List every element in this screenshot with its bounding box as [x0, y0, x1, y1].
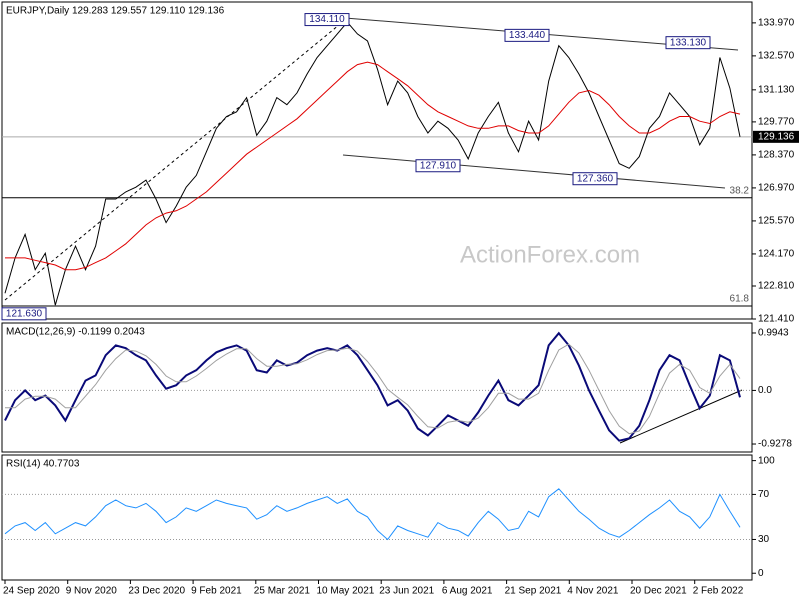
series-line: [5, 61, 741, 271]
level-box: [304, 13, 350, 27]
panel: [1, 322, 753, 453]
panel-title: EURJPY,Daily 129.283 129.557 129.110 129…: [6, 6, 225, 17]
y-tick-label: 124.170: [758, 249, 795, 260]
x-tick-label: 2 Feb 2022: [693, 586, 744, 597]
series-line: [5, 343, 741, 435]
level-label: 133.130: [670, 37, 707, 48]
x-tick-label: 21 Sep 2021: [505, 586, 562, 597]
y-tick-label: 30: [758, 534, 770, 545]
x-tick-label: 4 Nov 2021: [567, 586, 619, 597]
level-label: 121.630: [6, 308, 43, 319]
x-tick-label: 24 Sep 2020: [3, 586, 60, 597]
panel-title: MACD(12,26,9) -0.1199 0.2043: [6, 327, 145, 338]
watermark: ActionForex.com: [460, 241, 640, 268]
y-tick-label: 0: [758, 568, 764, 579]
x-tick-label: 9 Feb 2021: [191, 586, 242, 597]
x-tick-label: 23 Jun 2021: [379, 586, 434, 597]
level-box: [572, 172, 618, 186]
series-line: [4, 488, 741, 541]
series-line: [4, 21, 741, 306]
x-tick-label: 9 Nov 2020: [66, 586, 118, 597]
y-tick-label: -0.9278: [758, 439, 792, 450]
y-tick-label: 129.770: [758, 117, 795, 128]
level-box: [415, 159, 461, 173]
panel-title: RSI(14) 40.7703: [6, 459, 80, 470]
y-tick-label: 70: [758, 489, 770, 500]
level-box: [665, 36, 711, 50]
level-label: 133.440: [509, 30, 546, 41]
level-box: [504, 28, 550, 42]
y-tick-label: 121.410: [758, 314, 795, 325]
panel: [1, 454, 753, 581]
panel: [1, 1, 753, 320]
fib-label: 61.8: [730, 294, 750, 305]
level-box: [1, 307, 47, 321]
level-label: 127.910: [420, 160, 457, 171]
x-tick-label: 23 Dec 2020: [128, 586, 185, 597]
y-tick-label: 133.970: [758, 18, 795, 29]
y-tick-label: 125.570: [758, 216, 795, 227]
channel-line: [342, 154, 726, 189]
trend-line: [4, 19, 346, 301]
x-tick-label: 20 Dec 2021: [630, 586, 687, 597]
y-tick-label: 100: [758, 455, 775, 466]
last-price-label: 129.136: [758, 131, 795, 142]
level-label: 127.360: [577, 173, 614, 184]
y-tick-label: 132.570: [758, 51, 795, 62]
series-line: [4, 331, 741, 442]
y-tick-label: 0.9943: [758, 328, 789, 339]
x-tick-label: 10 May 2021: [317, 586, 375, 597]
y-tick-label: 0.0: [758, 385, 772, 396]
last-price-box: [753, 130, 799, 143]
trend-line: [619, 389, 743, 444]
x-tick-label: 6 Aug 2021: [442, 586, 493, 597]
y-tick-label: 131.130: [758, 84, 795, 95]
x-tick-label: 25 Mar 2021: [254, 586, 311, 597]
y-tick-label: 126.970: [758, 183, 795, 194]
level-label: 134.110: [309, 14, 345, 25]
fib-label: 38.2: [730, 185, 750, 196]
y-tick-label: 128.370: [758, 150, 795, 161]
y-tick-label: 122.810: [758, 281, 795, 292]
